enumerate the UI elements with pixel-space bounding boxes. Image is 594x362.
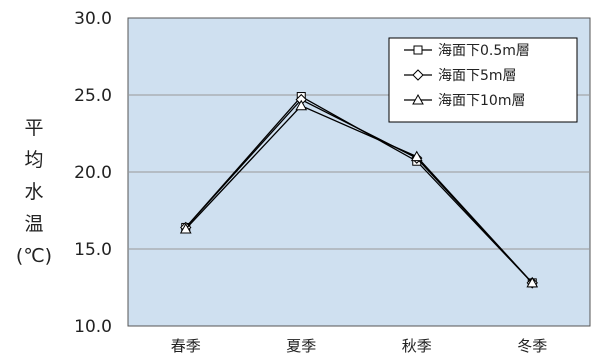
triangle-marker [179,222,192,234]
y-title-char: (℃) [15,245,53,267]
triangle-marker [412,93,424,105]
legend-label: 海面下0.5m層 [438,43,530,59]
y-axis-title: 平 均 水 温 (℃) [4,112,64,272]
y-title-char: 水 [24,181,44,203]
triangle-marker [295,99,308,111]
y-tick-label: 25.0 [74,86,112,106]
x-tick-label: 春季 [171,337,201,355]
square-marker [413,45,423,55]
legend-label: 海面下10m層 [438,93,525,109]
x-tick-label: 秋季 [402,337,432,355]
y-title-char: 均 [24,149,44,171]
y-tick-label: 30.0 [74,9,112,29]
x-tick-label: 冬季 [517,337,547,355]
triangle-marker [410,150,423,162]
legend-label: 海面下5m層 [438,68,517,84]
y-title-char: 温 [24,213,44,235]
y-tick-label: 15.0 [74,240,112,260]
x-tick-label: 夏季 [286,337,316,355]
y-title-char: 平 [24,117,44,139]
diamond-marker [412,69,424,81]
triangle-marker [526,276,539,288]
series-group [179,99,539,288]
y-tick-label: 20.0 [74,163,112,183]
series-line [185,104,533,284]
y-tick-label: 10.0 [74,317,112,337]
